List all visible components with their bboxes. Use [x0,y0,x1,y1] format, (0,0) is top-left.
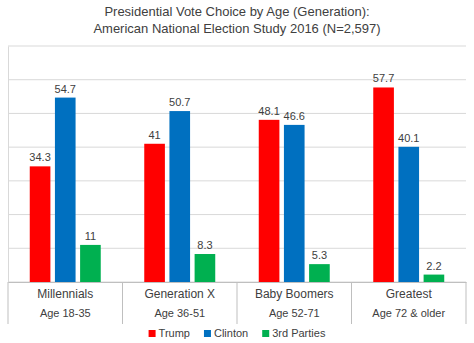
grid [8,46,466,282]
legend-swatch [204,330,211,337]
data-label: 48.1 [258,105,279,117]
grid-line [8,214,466,215]
chart: Presidential Vote Choice by Age (Generat… [0,0,474,343]
bar [144,144,165,282]
data-label: 8.3 [197,239,212,251]
data-label: 34.3 [29,151,50,163]
grid-line [8,248,466,249]
title: Presidential Vote Choice by Age (Generat… [93,4,380,36]
grid-line [8,79,466,80]
legend-swatch [262,330,269,337]
separator [237,282,238,324]
data-label: 50.7 [169,96,190,108]
bar [80,245,101,282]
bar [373,87,394,282]
separator [8,282,9,324]
data-label: 40.1 [398,132,419,144]
bar [259,120,280,282]
x-tick: Baby BoomersAge 52-71 [255,287,334,319]
bar [55,98,76,282]
data-label: 46.6 [284,110,305,122]
x-tick: MillennialsAge 18-35 [37,287,93,319]
bar [309,264,330,282]
x-tick: Generation XAge 36-51 [144,287,215,319]
grid-line [8,147,466,148]
legend-item: 3rd Parties [262,327,326,339]
x-tick: GreatestAge 72 & older [372,287,445,319]
legend-label: Trump [159,327,190,339]
legend-swatch [149,330,156,337]
bar [424,275,445,282]
bar [284,125,305,282]
y-axis [8,47,10,283]
x-tick-label: Baby BoomersAge 52-71 [255,287,334,319]
legend-label: 3rd Parties [272,327,326,339]
x-tick-label: MillennialsAge 18-35 [37,287,93,319]
x-tick-label: Generation XAge 36-51 [144,287,215,319]
grid-line [8,180,466,181]
data-label: 2.2 [426,260,441,272]
bar [398,147,419,282]
y-axis-line [8,47,9,283]
data-label: 57.7 [373,72,394,84]
data-label: 11 [85,230,96,242]
grid-line [8,113,466,114]
legend-item: Trump [149,327,190,339]
data-labels: 34.3 41 48.1 57.7 54.7 50.7 46.6 40.1 11 8.3 5.3 2.… [29,72,441,271]
data-label: 54.7 [55,83,76,95]
bar [30,166,51,282]
category-separators [8,282,466,324]
legend-item: Clinton [204,327,248,339]
legend: Trump Clinton 3rd Parties [149,327,326,339]
legend-label: Clinton [214,327,248,339]
x-tick-label: GreatestAge 72 & older [372,287,445,319]
bar [169,111,190,282]
bar [195,254,216,282]
separator [351,282,352,324]
separator [466,282,467,324]
grid-line [8,46,466,47]
bars [30,87,444,282]
data-label: 5.3 [312,249,327,261]
data-label: 41 [148,129,160,141]
separator [122,282,123,324]
